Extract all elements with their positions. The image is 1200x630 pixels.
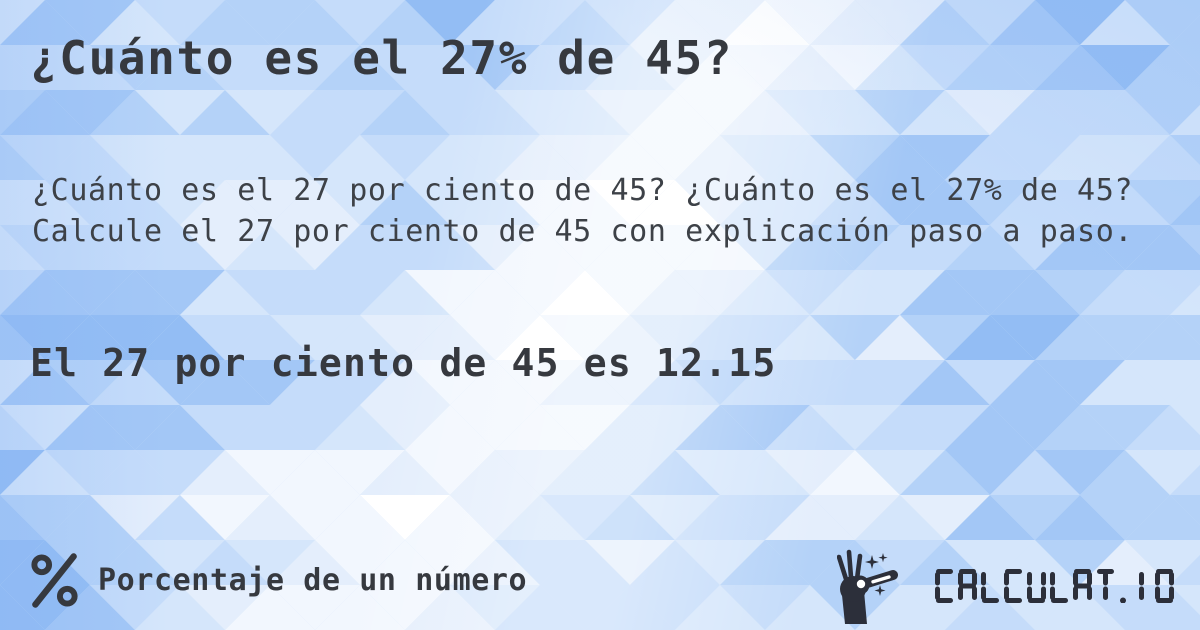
magic-wand-hand-icon xyxy=(837,549,898,624)
percent-icon xyxy=(31,553,78,608)
calculatio-logo xyxy=(837,547,1178,625)
page-description: ¿Cuánto es el 27 por ciento de 45? ¿Cuán… xyxy=(32,173,1134,249)
answer-text: El 27 por ciento de 45 es 12.15 xyxy=(30,341,777,385)
page-title: ¿Cuánto es el 27% de 45? xyxy=(30,31,734,85)
category-label: Porcentaje de un número xyxy=(98,563,528,598)
category-caption: Porcentaje de un número xyxy=(27,553,527,608)
calculatio-wordmark xyxy=(935,569,1174,603)
